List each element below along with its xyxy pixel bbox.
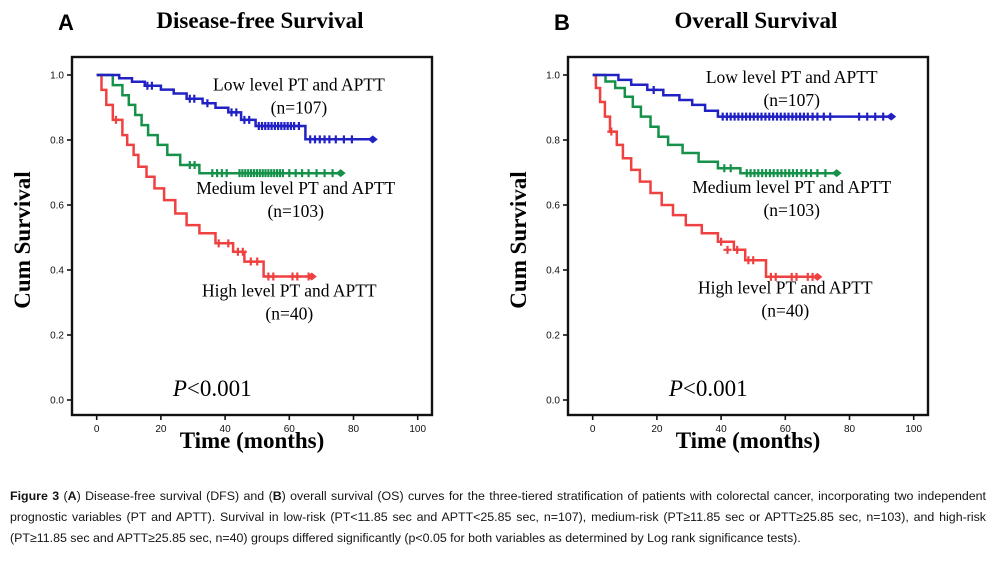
x-tick-label: 60 (284, 424, 296, 435)
censor-mark (232, 108, 241, 117)
x-tick-label: 100 (409, 424, 426, 435)
series-label: Medium level PT and APTT (n=103) (196, 178, 395, 221)
censor-mark (726, 164, 735, 173)
censor-mark (294, 122, 303, 131)
x-tick-label: 40 (716, 424, 728, 435)
x-tick-label: 0 (94, 424, 100, 435)
curve-end-marker (812, 272, 823, 281)
censor-mark (293, 272, 302, 281)
panel-title-disease-free-survival: Disease-free Survival (156, 8, 364, 33)
series-label: High level PT and APTT (n=40) (202, 281, 377, 324)
censor-mark (749, 256, 758, 265)
curve-end-marker (886, 112, 897, 121)
censor-mark (733, 245, 742, 254)
series-label: Medium level PT and APTT (n=103) (692, 177, 891, 220)
censor-mark (821, 169, 830, 178)
panel-letter-a: A (58, 10, 74, 35)
censor-mark (222, 169, 231, 178)
censor-mark (190, 161, 199, 170)
curve-end-marker (367, 135, 378, 144)
x-tick-label: 80 (844, 424, 856, 435)
y-tick-label: 0.8 (546, 136, 560, 147)
censor-mark (339, 135, 348, 144)
km-plot-A: 0 20 40 60 80 100 0.0 0.2 0.4 0.6 0.8 1.0 High level… (50, 55, 434, 435)
censor-mark (813, 169, 822, 178)
censor-mark (855, 112, 864, 121)
censor-mark (147, 81, 156, 90)
survival-curve (96, 73, 341, 175)
series-label: Low level PT and APTT (n=107) (213, 75, 385, 118)
x-tick-label: 0 (590, 424, 596, 435)
x-tick-label: 20 (651, 424, 663, 435)
curve-end-marker (306, 272, 317, 281)
censor-mark (245, 115, 254, 124)
censor-mark (304, 169, 313, 178)
censor-mark (320, 169, 329, 178)
panel-title-overall-survival: Overall Survival (674, 8, 838, 33)
plot-border (70, 55, 434, 417)
y-tick-label: 0.0 (50, 396, 64, 407)
y-axis-label-cum-survival-a: Cum Survival (10, 171, 35, 309)
censor-mark (607, 127, 616, 136)
x-axis-label-time-months-a: Time (months) (179, 428, 325, 453)
censor-mark (269, 272, 278, 281)
censor-mark (253, 257, 262, 266)
survival-curve (592, 73, 818, 279)
curve-end-marker (831, 169, 842, 178)
x-tick-label: 60 (780, 424, 792, 435)
censor-mark (723, 245, 732, 254)
censor-mark (224, 239, 233, 248)
censor-mark (879, 112, 888, 121)
censor-mark (717, 237, 726, 246)
censor-mark (328, 169, 337, 178)
x-tick-label: 20 (155, 424, 167, 435)
x-tick-label: 100 (905, 424, 922, 435)
plot-border (566, 55, 930, 417)
x-tick-label: 80 (348, 424, 360, 435)
curve-end-marker (335, 169, 346, 178)
y-tick-label: 0.4 (546, 266, 560, 277)
survival-curve (592, 73, 837, 175)
figure-caption: Figure 3 (A) Disease-free survival (DFS)… (10, 489, 986, 545)
panel-letter-b: B (554, 10, 570, 35)
series-label: Low level PT and APTT (n=107) (706, 67, 878, 110)
y-tick-label: 0.6 (546, 201, 560, 212)
survival-curve (96, 73, 312, 278)
p-value: P<0.001 (668, 376, 748, 401)
censor-mark (649, 85, 658, 94)
y-tick-label: 1.0 (50, 71, 64, 82)
censor-mark (771, 272, 780, 281)
x-axis-label-time-months-b: Time (months) (675, 428, 821, 453)
censor-mark (331, 135, 340, 144)
censor-mark (190, 94, 199, 103)
y-tick-label: 0.4 (50, 266, 64, 277)
y-tick-label: 0.0 (546, 396, 560, 407)
x-tick-label: 40 (220, 424, 232, 435)
y-tick-label: 0.8 (50, 136, 64, 147)
y-tick-label: 0.2 (546, 331, 560, 342)
y-tick-label: 1.0 (546, 71, 560, 82)
censor-mark (203, 99, 212, 108)
censor-mark (238, 247, 247, 256)
censor-mark (347, 135, 356, 144)
censor-mark (863, 112, 872, 121)
censor-mark (112, 115, 120, 124)
y-tick-label: 0.2 (50, 331, 64, 342)
censor-mark (792, 272, 801, 281)
km-plot-B: 0 20 40 60 80 100 0.0 0.2 0.4 0.6 0.8 1.0 High level… (546, 55, 930, 435)
censor-mark (826, 112, 835, 121)
survival-curve (592, 73, 892, 118)
censor-mark (214, 239, 223, 248)
p-value: P<0.001 (172, 376, 252, 401)
censor-mark (871, 112, 880, 121)
y-axis-label-cum-survival-b: Cum Survival (506, 171, 531, 309)
series-label: High level PT and APTT (n=40) (698, 278, 873, 321)
censor-mark (312, 169, 321, 178)
y-tick-label: 0.6 (50, 201, 64, 212)
